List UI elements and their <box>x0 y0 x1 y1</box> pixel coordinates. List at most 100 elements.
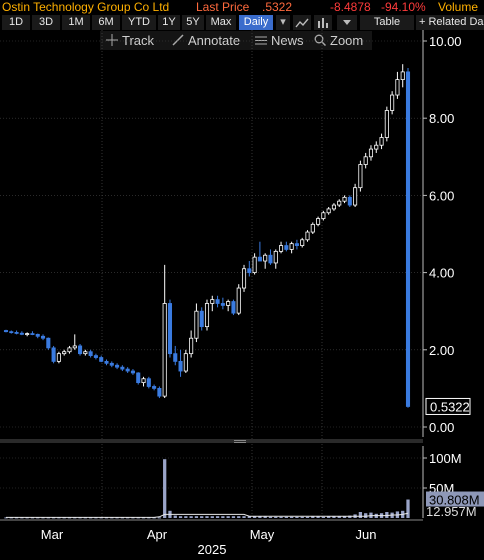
month-label: Apr <box>147 527 168 542</box>
line-chart-icon[interactable] <box>293 15 311 30</box>
last-volume-label: 30.808M <box>429 493 480 508</box>
settings-dropdown-icon[interactable] <box>337 15 357 30</box>
candle-body <box>14 332 19 334</box>
security-title[interactable]: Ostin Technology Group Co Ltd <box>2 0 170 14</box>
candle-body <box>125 368 130 372</box>
chart-tools-bar: Track Annotate News Zoom <box>100 31 372 50</box>
candle-body <box>19 332 24 335</box>
candle-body <box>210 299 215 304</box>
price-change: -8.4878 <box>330 0 371 14</box>
period-1d-button[interactable]: 1D <box>2 15 30 30</box>
average-volume-label: 12.957M <box>426 504 477 519</box>
candle-body <box>167 303 173 355</box>
period-3d-button[interactable]: 3D <box>32 15 60 30</box>
interval-dropdown-icon[interactable]: ▾ <box>276 15 290 30</box>
news-tool[interactable]: News <box>255 33 304 48</box>
volume-bar <box>263 516 267 518</box>
candle-body <box>178 360 183 372</box>
volume-average-line <box>6 512 409 518</box>
candle-body <box>236 287 241 314</box>
interval-daily-button[interactable]: Daily <box>239 15 273 30</box>
volume-bar <box>337 516 341 518</box>
candle-body <box>368 148 374 158</box>
volume-bar <box>194 516 199 518</box>
volume-bar <box>268 516 273 518</box>
volume-bar <box>215 516 220 518</box>
volume-bar <box>205 516 209 518</box>
pencil-icon <box>172 34 184 46</box>
candle-body <box>257 256 262 262</box>
volume-bar <box>173 515 177 518</box>
candle-body <box>152 386 157 389</box>
period-1m-button[interactable]: 1M <box>62 15 90 30</box>
candle-body <box>347 196 352 206</box>
related-data-button[interactable]: + Related Da <box>416 15 484 30</box>
candle-body <box>194 310 199 339</box>
track-tool[interactable]: Track <box>106 33 154 48</box>
candle-body <box>115 364 120 368</box>
period-ytd-button[interactable]: YTD <box>122 15 156 30</box>
candle-body <box>273 250 278 264</box>
track-label: Track <box>122 33 155 48</box>
volume-bar <box>163 459 167 518</box>
crosshair-icon <box>106 34 118 46</box>
month-label: Jun <box>356 527 377 542</box>
zoom-tool[interactable]: Zoom <box>314 33 363 48</box>
bar-chart-icon[interactable] <box>314 15 332 30</box>
annotate-label: Annotate <box>188 33 241 48</box>
volume-bar <box>289 516 294 518</box>
candle-body <box>268 254 273 264</box>
annotate-tool[interactable]: Annotate <box>172 33 240 48</box>
candle-body <box>300 239 305 246</box>
candle-body <box>342 196 347 202</box>
candle-body <box>358 164 363 189</box>
volume-bar <box>274 516 278 518</box>
volume-bar <box>184 516 188 518</box>
price-tick-label: 4.00 <box>429 266 454 281</box>
candle-body <box>400 71 405 80</box>
month-label: Mar <box>41 527 64 542</box>
period-1y-button[interactable]: 1Y <box>158 15 180 30</box>
candle-body <box>183 353 188 372</box>
volume-bar <box>316 516 320 518</box>
volume-bar <box>406 499 410 518</box>
candle-body <box>310 223 315 233</box>
chart-toolbar: 1D 3D 1M 6M YTD 1Y 5Y Max Daily ▾ Table … <box>0 14 484 31</box>
candle-body <box>25 333 30 335</box>
volume-bar <box>237 516 241 518</box>
candle-body <box>199 310 204 328</box>
candle-body <box>215 299 220 304</box>
candle-body <box>353 187 358 206</box>
candle-body <box>104 360 109 364</box>
candle-body <box>141 378 146 384</box>
volume-bar <box>311 516 315 518</box>
candlestick-series <box>3 64 411 408</box>
volume-tick-label: 100M <box>429 451 462 466</box>
table-button[interactable]: Table <box>360 15 414 30</box>
candle-body <box>405 71 411 407</box>
volume-bar <box>247 516 251 518</box>
candle-body <box>99 357 104 362</box>
volume-bar <box>321 516 326 518</box>
candle-body <box>56 353 61 362</box>
last-price-label: Last Price <box>196 0 250 14</box>
period-6m-button[interactable]: 6M <box>92 15 120 30</box>
candle-body <box>326 208 331 214</box>
period-max-button[interactable]: Max <box>206 15 236 30</box>
volume-bar <box>221 516 225 518</box>
volume-bar <box>242 516 246 518</box>
volume-bar <box>252 516 257 518</box>
last-volume-marker <box>426 491 484 507</box>
candle-body <box>173 353 178 362</box>
period-5y-button[interactable]: 5Y <box>182 15 204 30</box>
volume-bar <box>200 516 204 518</box>
candle-body <box>46 337 51 349</box>
chart-grid <box>0 30 424 518</box>
candle-body <box>157 387 162 397</box>
candle-body <box>189 337 194 355</box>
candle-body <box>226 301 231 306</box>
price-tick-label: 6.00 <box>429 188 454 203</box>
candle-body <box>337 200 342 206</box>
last-price-marker <box>425 397 471 415</box>
